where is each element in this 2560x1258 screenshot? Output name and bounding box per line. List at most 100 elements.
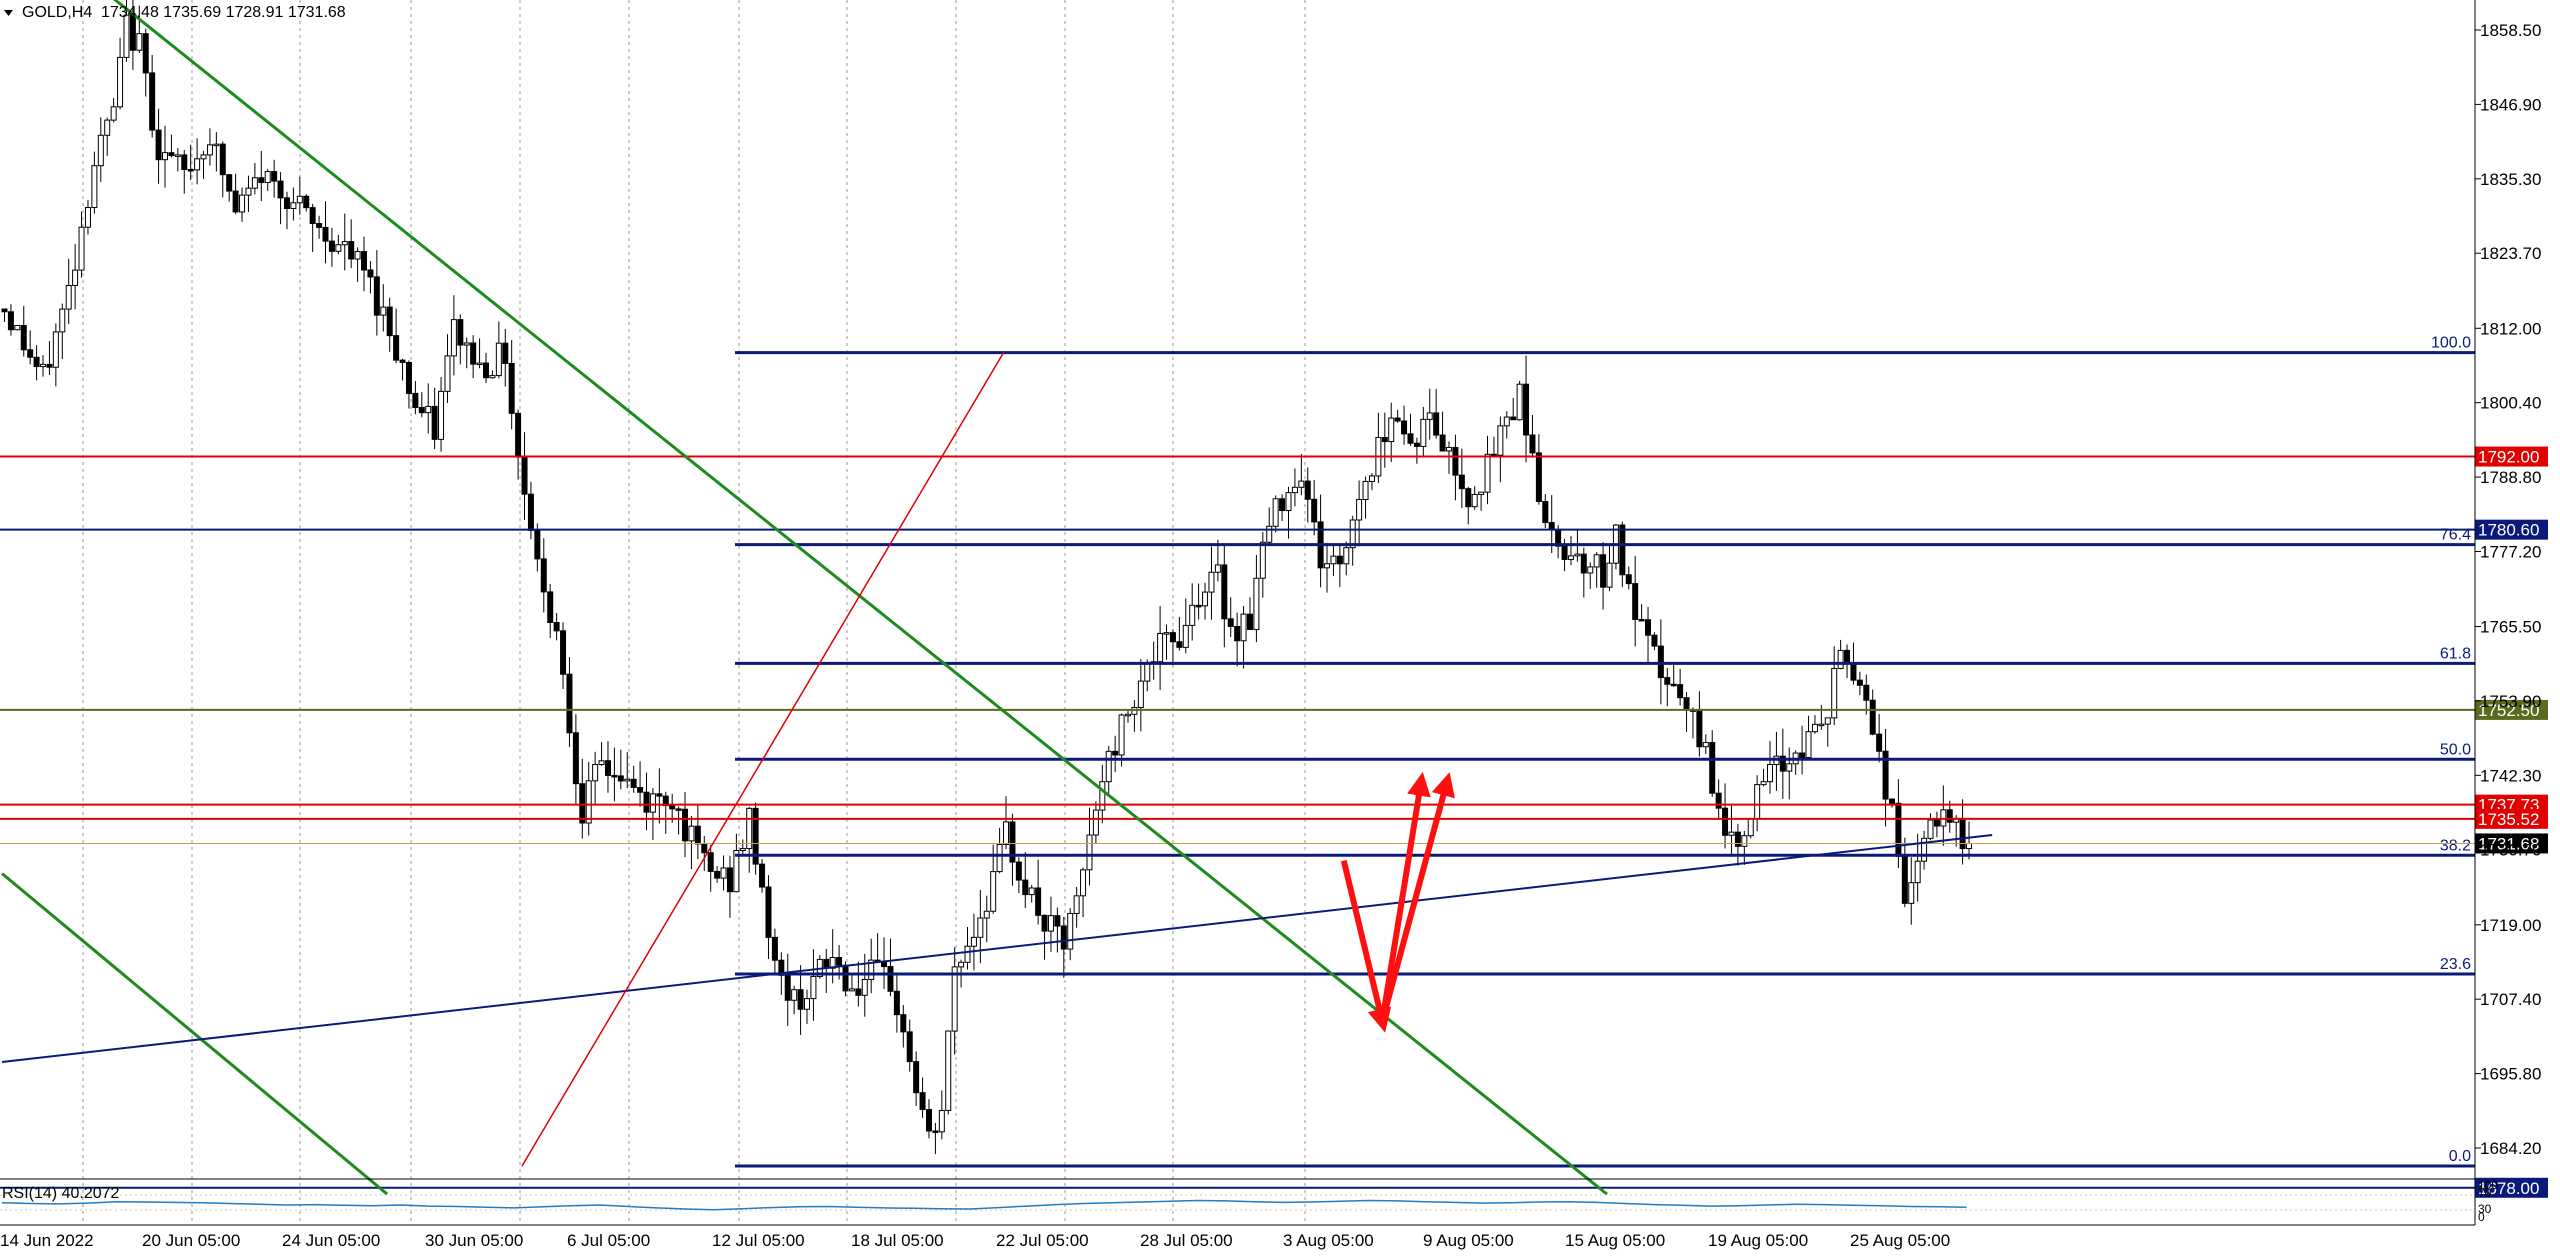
candle-body-47	[303, 195, 310, 209]
candle-body-200	[1285, 492, 1292, 512]
candle-body-44	[283, 197, 290, 209]
price-level-tag-label-5: 1731.68	[2478, 834, 2539, 853]
candle-body-77	[495, 342, 502, 377]
candle-body-256	[1645, 619, 1652, 636]
candle-body-76	[489, 375, 496, 379]
candle-body-189	[1214, 564, 1221, 573]
price-tick-label-5: 1800.40	[2480, 394, 2541, 413]
candle-body-139	[893, 990, 900, 1016]
candle-body-74	[476, 362, 483, 366]
candle-body-82	[527, 493, 534, 531]
chart-header: GOLD,H4 1734.48 1735.69 1728.91 1731.68	[4, 4, 346, 21]
candle-body-180	[1157, 632, 1164, 663]
candle-body-19	[123, 14, 130, 58]
price-level-tag-label-1: 1780.60	[2478, 521, 2539, 540]
candle-body-75	[483, 362, 489, 379]
candle-body-99	[637, 786, 644, 793]
candle-body-236	[1516, 383, 1523, 421]
price-tick-label-3: 1823.70	[2480, 244, 2541, 263]
candle-body-66	[425, 405, 432, 414]
candle-body-244	[1567, 555, 1574, 560]
price-level-tag-2	[2475, 699, 2548, 720]
candle-body-106	[682, 808, 689, 842]
price-tick-label-13: 1707.40	[2480, 990, 2541, 1009]
candle-body-293	[1882, 750, 1889, 800]
candle-body-301	[1933, 819, 1940, 827]
price-level-tag-6	[2475, 1177, 2548, 1198]
candle-body-210	[1349, 519, 1356, 549]
candle-body-173	[1112, 750, 1119, 756]
candle-body-174	[1118, 714, 1125, 756]
candle-body-153	[983, 910, 990, 919]
candle-body-111	[714, 870, 721, 879]
candle-body-50	[322, 226, 329, 242]
candle-body-87	[560, 630, 567, 675]
price-tick-label-8: 1765.50	[2480, 618, 2541, 637]
candle-body-175	[1125, 713, 1131, 717]
candle-body-84	[540, 558, 547, 593]
candle-body-199	[1279, 498, 1286, 512]
candle-body-43	[277, 180, 284, 199]
time-label-11: 15 Aug 05:00	[1565, 1231, 1665, 1250]
candle-body-132	[848, 988, 855, 992]
candle-body-178	[1144, 661, 1151, 682]
candle-body-299	[1921, 837, 1928, 862]
candle-body-52	[335, 244, 342, 252]
candle-body-10	[65, 284, 72, 310]
chevron-down-icon[interactable]	[4, 10, 13, 16]
candle-body-115	[739, 848, 746, 851]
price-tick-label-2: 1835.30	[2480, 170, 2541, 189]
candle-body-262	[1683, 697, 1690, 711]
projection-arrow-2	[1379, 772, 1455, 1022]
time-label-12: 19 Aug 05:00	[1708, 1231, 1808, 1250]
fib-level-label-3: 50.0	[2440, 741, 2471, 758]
candle-body-306	[1966, 842, 1973, 850]
candle-body-101	[649, 793, 656, 813]
candle-body-40	[258, 177, 265, 184]
candle-body-255	[1638, 618, 1645, 622]
candle-body-215	[1381, 437, 1388, 443]
candle-body-282	[1811, 723, 1818, 733]
candle-body-224	[1439, 434, 1446, 452]
candle-body-182	[1169, 632, 1176, 643]
candle-body-225	[1446, 446, 1452, 452]
candle-body-162	[1041, 914, 1048, 932]
candle-body-296	[1901, 855, 1908, 904]
price-tick-label-0: 1858.50	[2480, 21, 2541, 40]
candle-body-193	[1240, 613, 1247, 642]
candle-body-117	[752, 807, 759, 865]
candle-body-116	[746, 807, 753, 850]
candle-body-70	[450, 319, 457, 357]
rsi-axis-label-3: 0	[2478, 1210, 2485, 1224]
candle-body-274	[1760, 781, 1767, 786]
candle-body-80	[515, 412, 522, 458]
candle-body-13	[84, 207, 91, 228]
rsi-axis-label-2: 30	[2478, 1202, 2492, 1216]
trendline-descending-lower	[1, 872, 389, 1196]
candle-body-41	[264, 171, 271, 184]
price-level-tag-label-4: 1735.52	[2478, 810, 2539, 829]
candlesticks	[1, 0, 1973, 1155]
candle-body-118	[759, 863, 766, 888]
candle-body-32	[206, 144, 213, 156]
candle-body-157	[1009, 821, 1016, 863]
candle-body-21	[136, 33, 143, 51]
candle-body-108	[694, 825, 701, 845]
candle-body-53	[341, 241, 348, 246]
candle-body-154	[990, 871, 997, 912]
candle-body-238	[1529, 434, 1536, 454]
candle-body-18	[117, 56, 124, 108]
candle-body-94	[604, 760, 611, 776]
candle-body-120	[771, 936, 778, 961]
projection-arrow-0	[1340, 859, 1392, 1033]
candle-body-156	[1003, 821, 1010, 845]
candle-body-123	[791, 989, 798, 1001]
candle-body-137	[881, 961, 888, 968]
time-label-2: 24 Jun 05:00	[282, 1231, 380, 1250]
candle-body-204	[1311, 498, 1318, 523]
price-levels: 1792.001780.601752.501737.731735.521731.…	[0, 446, 2548, 1198]
time-label-6: 18 Jul 05:00	[851, 1231, 944, 1250]
